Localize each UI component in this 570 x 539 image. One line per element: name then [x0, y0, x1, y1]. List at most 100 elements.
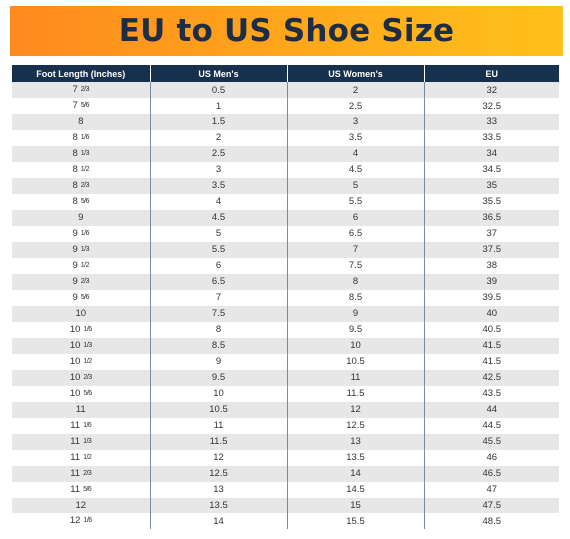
us-mens-cell: 13 — [149, 481, 287, 498]
foot-length-fraction: 5/6 — [80, 293, 90, 301]
eu-cell: 41.5 — [423, 353, 559, 370]
us-womens-cell: 10.5 — [286, 353, 424, 370]
title-banner: EU to US Shoe Size — [10, 6, 563, 56]
page-title: EU to US Shoe Size — [118, 13, 455, 49]
foot-length-cell: 10 1/6 — [12, 321, 150, 338]
us-womens-cell: 6 — [286, 209, 424, 226]
us-womens-cell: 12 — [286, 401, 424, 418]
us-mens-cell: 8 — [149, 321, 287, 338]
us-mens-cell: 9 — [149, 353, 287, 370]
table-row: 10 7.5 9 40 — [12, 305, 559, 322]
foot-length-whole: 8 — [72, 179, 78, 191]
foot-length-cell: 9 2/3 — [12, 273, 150, 290]
us-mens-cell: 0.5 — [149, 82, 287, 98]
foot-length-cell: 12 1/6 — [12, 513, 150, 530]
foot-length-whole: 10 — [69, 339, 81, 351]
us-mens-cell: 10 — [149, 385, 287, 402]
table-row: 8 1/3 2.5 4 34 — [12, 145, 559, 162]
table-row: 10 1/3 8.5 10 41.5 — [12, 337, 559, 354]
eu-cell: 35.5 — [423, 193, 559, 210]
size-table: Foot Length (Inches) US Men's US Women's… — [12, 65, 559, 530]
foot-length-fraction: 5/6 — [80, 102, 90, 109]
foot-length-cell: 8 1/6 — [12, 129, 150, 146]
eu-cell: 32.5 — [423, 98, 559, 114]
foot-length-whole: 7 — [72, 84, 78, 95]
foot-length-cell: 7 5/6 — [12, 98, 150, 114]
table-row: 9 1/6 5 6.5 37 — [12, 225, 559, 242]
us-mens-cell: 6.5 — [149, 273, 287, 290]
foot-length-cell: 10 1/3 — [12, 337, 150, 354]
foot-length-cell: 11 1/6 — [12, 417, 150, 434]
foot-length-fraction: 1/2 — [83, 453, 92, 461]
us-womens-cell: 13 — [286, 433, 424, 450]
us-womens-cell: 13.5 — [286, 449, 424, 466]
foot-length-cell: 8 1/3 — [12, 145, 150, 162]
foot-length-whole: 11 — [70, 467, 81, 479]
table-row: 11 1/3 11.5 13 45.5 — [12, 433, 559, 450]
table-row: 9 1/3 5.5 7 37.5 — [12, 241, 559, 258]
table-row: 10 5/6 10 11.5 43.5 — [12, 385, 559, 402]
foot-length-cell: 7 2/3 — [12, 82, 150, 98]
us-womens-cell: 8 — [286, 273, 424, 290]
eu-cell: 48.5 — [423, 513, 559, 530]
eu-cell: 41.5 — [423, 337, 559, 354]
eu-cell: 35 — [423, 177, 559, 194]
us-womens-cell: 6.5 — [286, 225, 424, 242]
us-mens-cell: 5.5 — [149, 241, 287, 258]
us-womens-cell: 14.5 — [286, 481, 424, 498]
us-mens-cell: 4 — [149, 193, 287, 210]
table-row: 9 2/3 6.5 8 39 — [12, 273, 559, 290]
foot-length-whole: 12 — [69, 515, 81, 527]
header-row: Foot Length (Inches) US Men's US Women's… — [12, 65, 559, 82]
table-row: 12 1/6 14 15.5 48.5 — [12, 513, 559, 530]
us-womens-cell: 3.5 — [286, 129, 424, 146]
us-womens-cell: 9 — [286, 305, 424, 322]
us-mens-cell: 4.5 — [149, 209, 287, 226]
us-womens-cell: 8.5 — [286, 289, 424, 306]
us-mens-cell: 11 — [149, 417, 287, 434]
table-row: 10 1/2 9 10.5 41.5 — [12, 353, 559, 370]
table-row: 7 2/3 0.5 2 32 — [12, 82, 559, 98]
foot-length-cell: 10 — [12, 305, 150, 322]
us-mens-cell: 8.5 — [149, 337, 287, 354]
table-row: 11 5/6 13 14.5 47 — [12, 481, 559, 498]
table-header: Foot Length (Inches) US Men's US Women's… — [12, 65, 559, 82]
table-row: 9 4.5 6 36.5 — [12, 209, 559, 226]
foot-length-whole: 10 — [69, 323, 81, 335]
eu-cell: 46.5 — [423, 465, 559, 482]
table-row: 7 5/6 1 2.5 32.5 — [12, 98, 559, 114]
us-mens-cell: 6 — [149, 257, 287, 274]
foot-length-cell: 11 5/6 — [12, 481, 150, 498]
foot-length-whole: 10 — [75, 308, 87, 320]
foot-length-whole: 8 — [72, 195, 78, 207]
us-mens-cell: 14 — [149, 513, 287, 530]
foot-length-fraction: 1/6 — [83, 421, 92, 429]
us-mens-cell: 7 — [149, 289, 287, 306]
us-mens-cell: 2 — [149, 129, 287, 146]
foot-length-fraction: 2/3 — [80, 86, 90, 93]
eu-cell: 34.5 — [423, 161, 559, 178]
eu-cell: 39 — [423, 273, 559, 290]
eu-cell: 34 — [423, 145, 559, 162]
eu-cell: 39.5 — [423, 289, 559, 306]
us-mens-cell: 12.5 — [149, 465, 287, 482]
foot-length-cell: 8 1/2 — [12, 161, 150, 178]
table-row: 12 13.5 15 47.5 — [12, 497, 559, 514]
us-womens-cell: 11 — [286, 369, 424, 386]
table-row: 8 5/6 4 5.5 35.5 — [12, 193, 559, 210]
foot-length-cell: 11 1/3 — [12, 433, 150, 450]
us-mens-cell: 1 — [149, 98, 287, 114]
foot-length-fraction: 2/3 — [80, 277, 90, 285]
us-mens-cell: 1.5 — [149, 114, 287, 130]
us-womens-cell: 15 — [286, 497, 424, 514]
foot-length-fraction: 5/6 — [83, 485, 92, 493]
us-mens-cell: 9.5 — [149, 369, 287, 386]
foot-length-fraction: 1/6 — [83, 517, 92, 525]
foot-length-fraction: 1/3 — [80, 245, 90, 253]
foot-length-fraction: 2/3 — [80, 181, 90, 189]
foot-length-cell: 9 5/6 — [12, 289, 150, 306]
foot-length-cell: 8 5/6 — [12, 193, 150, 210]
foot-length-cell: 8 — [12, 114, 150, 130]
foot-length-fraction: 1/3 — [80, 149, 90, 157]
table-row: 10 1/6 8 9.5 40.5 — [12, 321, 559, 338]
